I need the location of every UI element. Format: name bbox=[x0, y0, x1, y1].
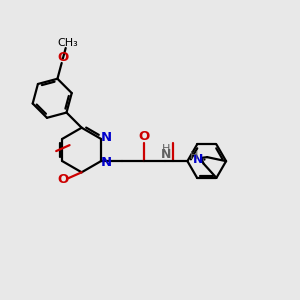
Text: O: O bbox=[57, 51, 69, 64]
Text: N: N bbox=[160, 148, 171, 161]
Text: N: N bbox=[193, 153, 204, 166]
Text: N: N bbox=[101, 156, 112, 169]
Text: O: O bbox=[57, 173, 68, 186]
Text: N: N bbox=[101, 131, 112, 144]
Text: H: H bbox=[190, 151, 198, 160]
Text: CH₃: CH₃ bbox=[57, 38, 78, 48]
Text: O: O bbox=[138, 130, 149, 143]
Text: H: H bbox=[162, 144, 170, 154]
